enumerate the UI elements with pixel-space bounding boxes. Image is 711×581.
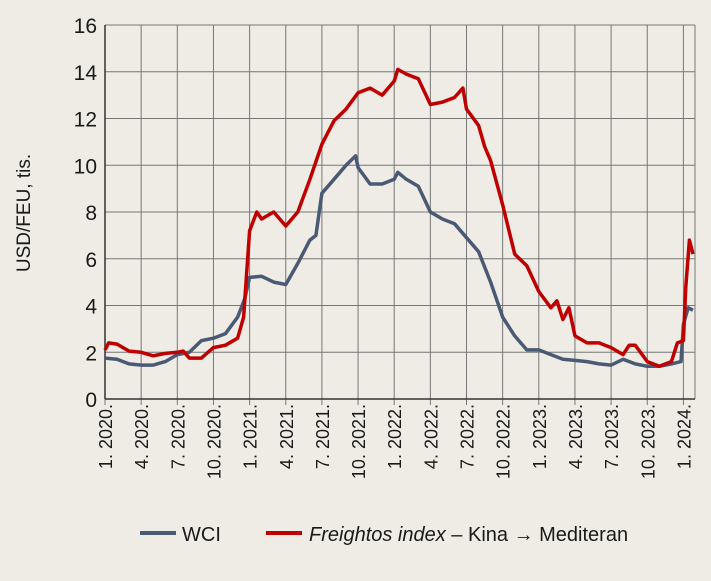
y-axis-label: USD/FEU, tis. (14, 154, 35, 272)
x-tick-label: 4. 2020. (132, 404, 152, 469)
y-tick-label: 8 (85, 202, 97, 225)
x-tick-label: 1. 2022. (385, 404, 405, 469)
legend-label-wci: WCI (182, 524, 221, 546)
y-tick-label: 16 (74, 15, 97, 38)
x-tick-label: 1. 2024. (674, 404, 694, 469)
y-tick-label: 14 (74, 62, 98, 85)
grid (104, 24, 696, 405)
x-tick-label: 1. 2021. (241, 404, 261, 469)
y-axis-ticks: 0 2 4 6 8 10 12 14 16 (74, 15, 98, 412)
series-lines (103, 67, 695, 369)
x-tick-label: 7. 2020. (168, 404, 188, 469)
x-tick-label: 1. 2020. (96, 404, 116, 469)
y-tick-label: 0 (85, 389, 97, 412)
x-tick-label: 10. 2023. (638, 404, 658, 479)
x-tick-label: 1. 2023. (530, 404, 550, 469)
legend: WCI Freightos index – Kina → Mediteran (140, 524, 628, 546)
x-tick-label: 10. 2020. (204, 404, 224, 479)
x-tick-label: 10. 2022. (494, 404, 514, 479)
freightos-line (103, 67, 695, 369)
wci-line (104, 154, 694, 369)
x-tick-label: 4. 2021. (277, 404, 297, 469)
x-tick-label: 10. 2021. (349, 404, 369, 479)
x-tick-label: 4. 2023. (566, 404, 586, 469)
y-tick-label: 10 (74, 155, 97, 178)
x-tick-label: 7. 2023. (602, 404, 622, 469)
y-tick-label: 2 (85, 342, 97, 365)
x-axis-ticks: 1. 2020. 4. 2020. 7. 2020. 10. 2020. 1. 2021… (96, 404, 694, 479)
x-tick-label: 7. 2022. (458, 404, 478, 469)
y-tick-label: 6 (85, 249, 97, 272)
y-tick-label: 12 (74, 109, 97, 132)
x-tick-label: 7. 2021. (313, 404, 333, 469)
y-tick-label: 4 (85, 296, 97, 319)
legend-label-freightos: Freightos index – Kina → Mediteran (309, 524, 628, 546)
x-tick-label: 4. 2022. (421, 404, 441, 469)
